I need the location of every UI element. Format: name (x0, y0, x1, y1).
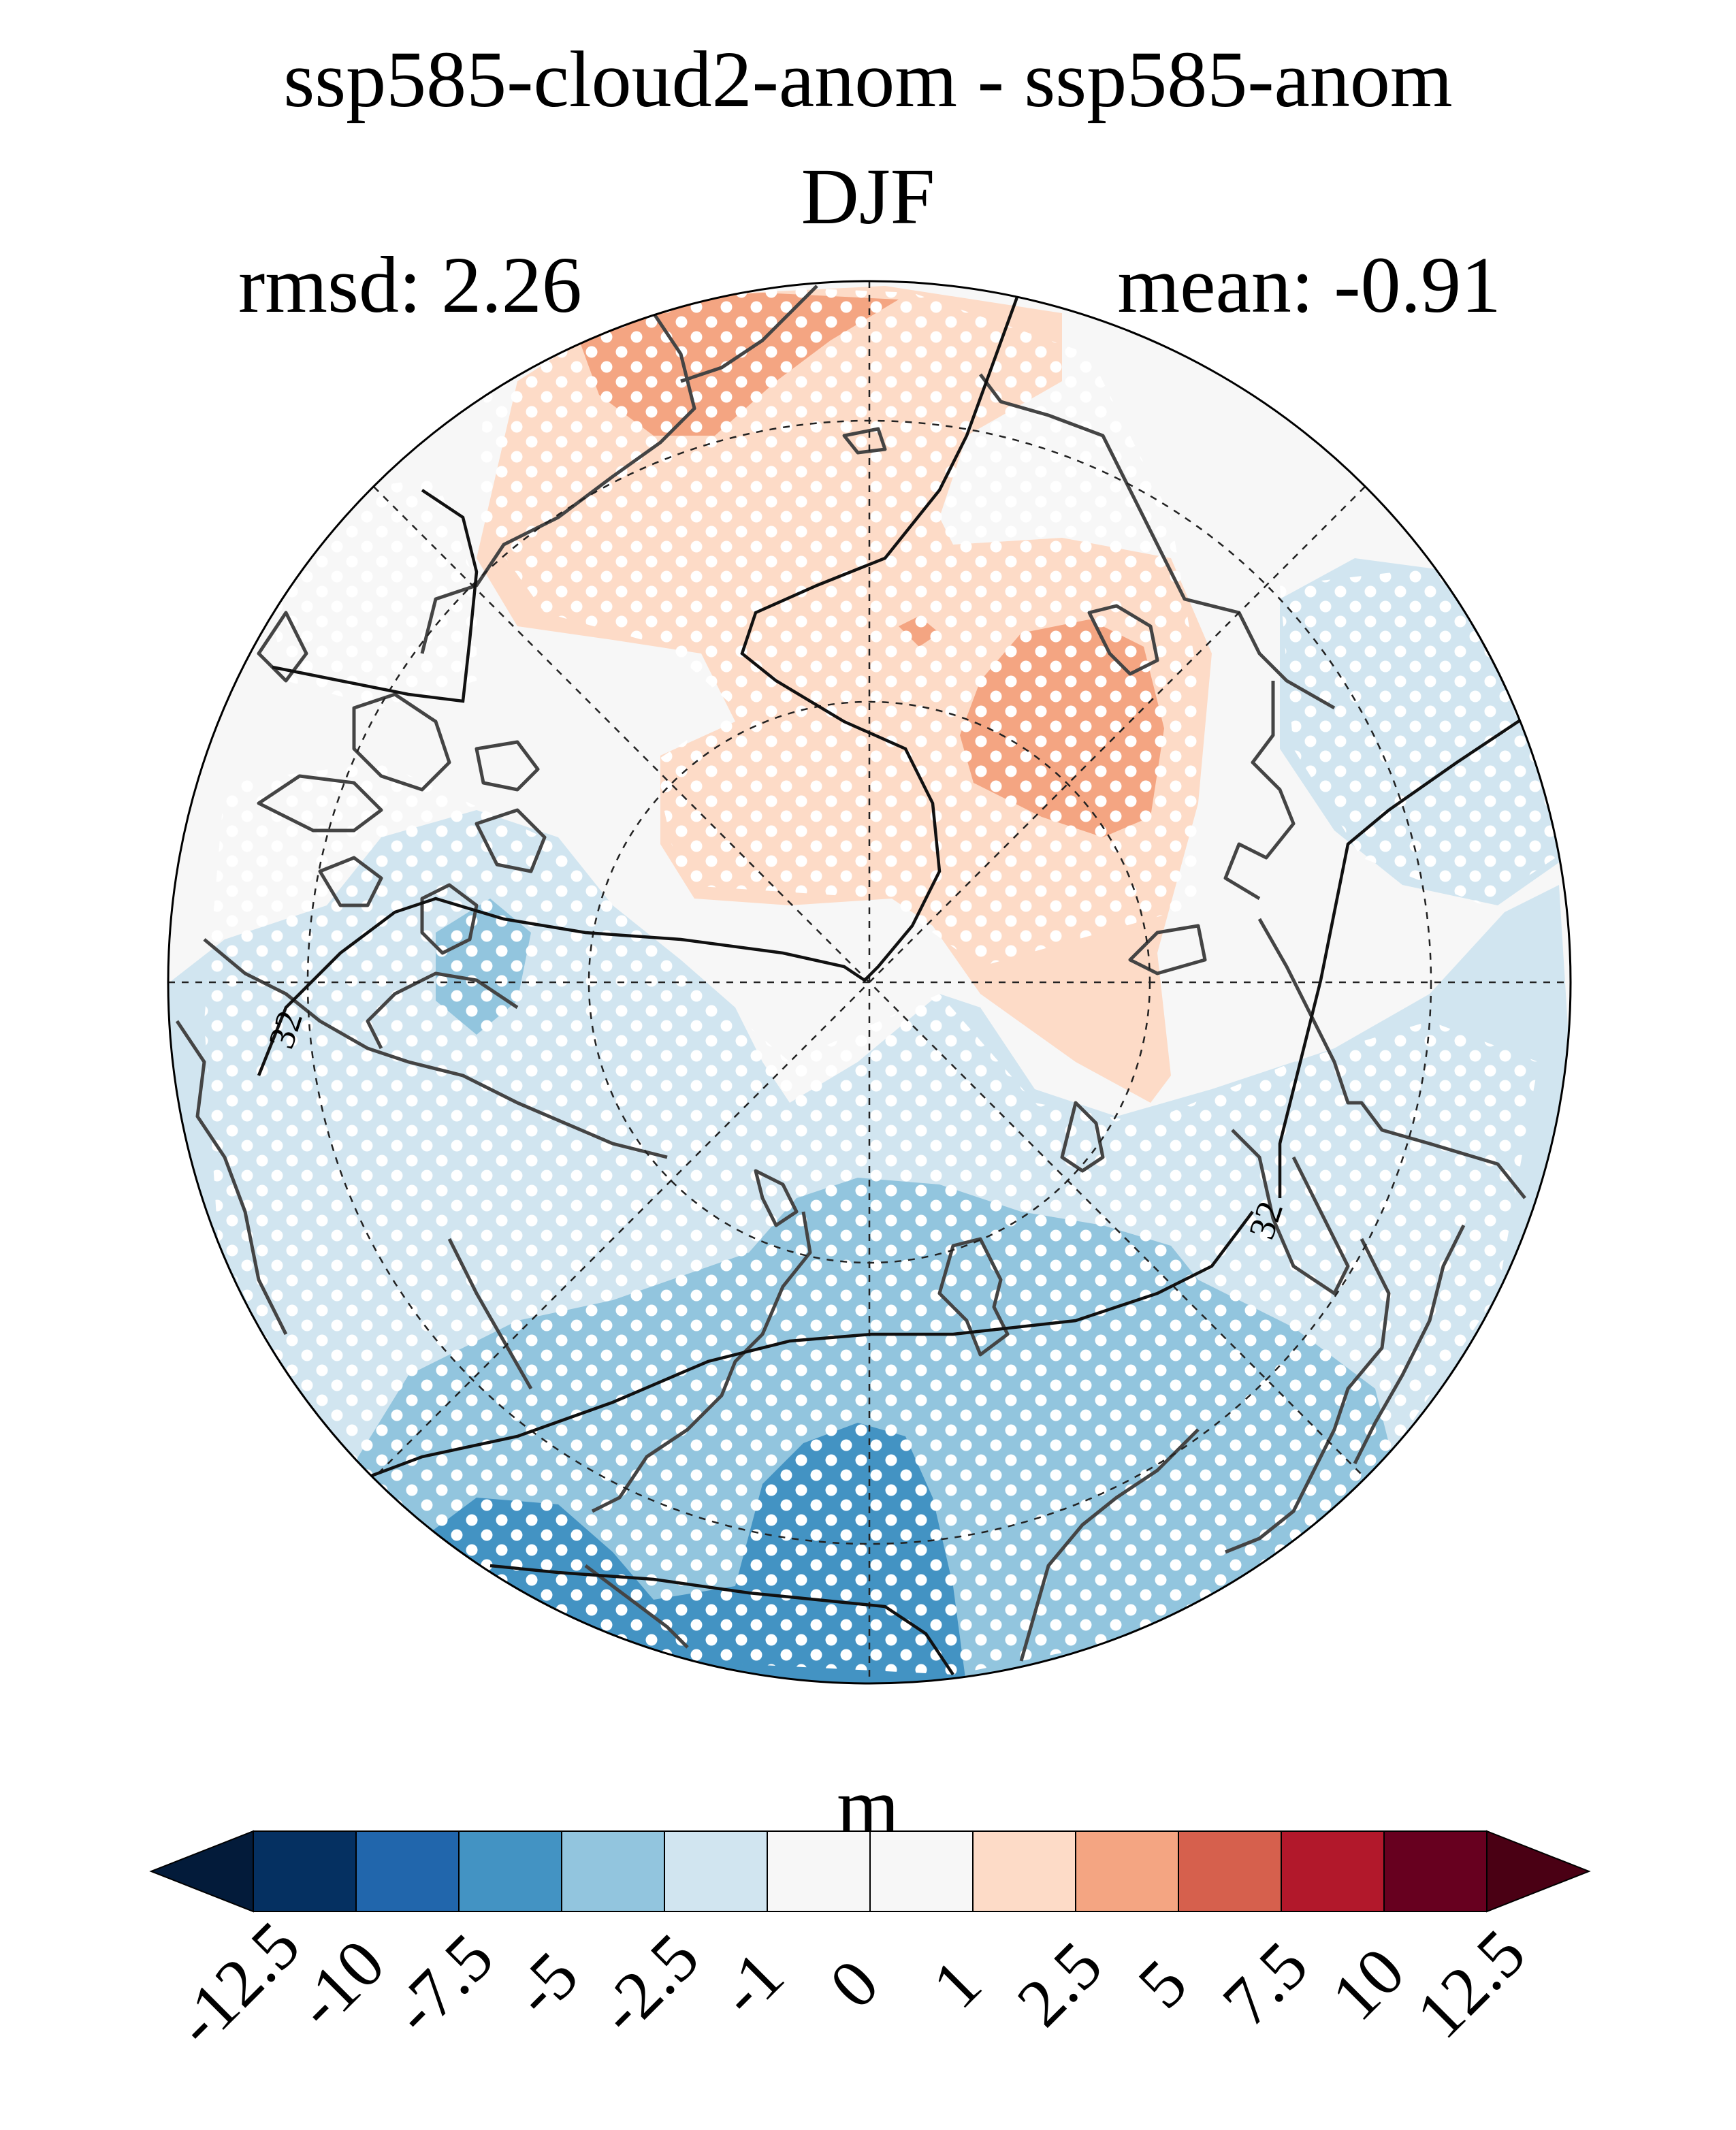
colorbar-box (870, 1831, 973, 1911)
colorbar-tick-label: -1 (705, 1937, 798, 2031)
colorbar-under-arrow (151, 1831, 253, 1911)
colorbar-tick-label: 10 (1317, 1933, 1419, 2035)
colorbar-box (1281, 1831, 1384, 1911)
colorbar-tick-label: 0 (815, 1945, 893, 2022)
colorbar-tick-label: 5 (1123, 1945, 1201, 2022)
colorbar-tick-label: -10 (281, 1925, 399, 2043)
colorbar-box (459, 1831, 562, 1911)
colorbar-tick-label: 1 (918, 1945, 995, 2022)
colorbar-box (356, 1831, 459, 1911)
colorbar-tick-label: -7.5 (378, 1919, 507, 2048)
colorbar-box (1384, 1831, 1487, 1911)
colorbar-tick-label: 2.5 (1003, 1927, 1116, 2041)
colorbar-box (253, 1831, 356, 1911)
colorbar-boxes (151, 1831, 1589, 1911)
colorbar-box (1178, 1831, 1281, 1911)
colorbar-over-arrow (1487, 1831, 1589, 1911)
colorbar-box (562, 1831, 664, 1911)
colorbar-tick-label: 7.5 (1208, 1927, 1322, 2041)
colorbar-box (1076, 1831, 1178, 1911)
colorbar-box (664, 1831, 767, 1911)
colorbar-box (767, 1831, 870, 1911)
colorbar-tick-label: 12.5 (1402, 1915, 1539, 2052)
colorbar-box (973, 1831, 1076, 1911)
colorbar-tick-label: -2.5 (583, 1919, 713, 2048)
colorbar-tick-label: -5 (499, 1937, 592, 2031)
